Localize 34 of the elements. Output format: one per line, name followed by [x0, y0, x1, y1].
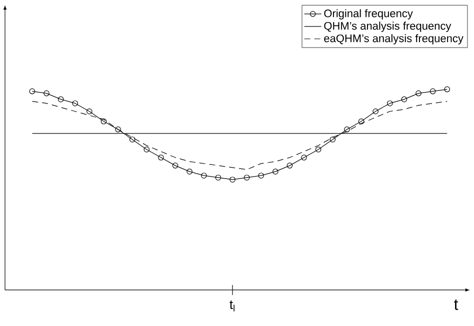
point [372, 108, 378, 114]
point [29, 88, 36, 94]
x-axis-title: t [454, 300, 458, 310]
point [416, 90, 422, 96]
point [258, 172, 264, 178]
point [72, 100, 78, 106]
point [286, 162, 293, 168]
point [186, 168, 192, 174]
point [86, 108, 92, 114]
point [200, 172, 207, 178]
point [401, 96, 408, 102]
point [244, 174, 250, 180]
point [386, 100, 393, 106]
legend-label: Original frequency [324, 9, 413, 20]
point [330, 136, 336, 142]
point [230, 176, 236, 183]
point [158, 154, 164, 160]
point [172, 162, 178, 168]
point [344, 126, 350, 132]
point [430, 88, 436, 94]
point [58, 96, 64, 102]
point [358, 118, 364, 124]
point [144, 146, 150, 152]
point [44, 90, 50, 96]
point [315, 146, 322, 152]
point [115, 126, 121, 132]
text: t$_{l}$ [230, 300, 234, 312]
legend-label: eaQHM’s analysis frequency [324, 34, 464, 44]
point [215, 174, 222, 180]
point [301, 154, 307, 160]
point [129, 136, 136, 142]
point [100, 118, 107, 124]
point [272, 168, 278, 174]
legend-label: QHM’s analysis frequency [324, 22, 452, 32]
